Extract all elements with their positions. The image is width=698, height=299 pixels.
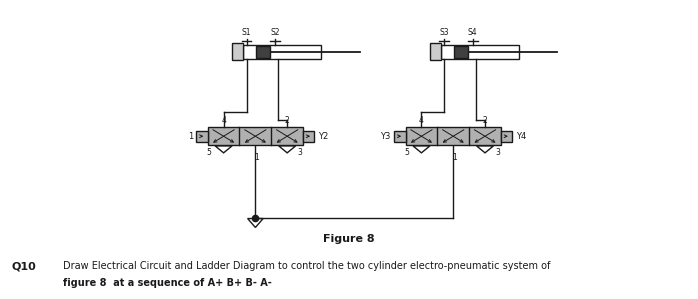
Text: 1: 1 bbox=[254, 153, 259, 162]
Text: 4: 4 bbox=[419, 117, 424, 126]
Text: figure 8  at a sequence of A+ B+ B- A-: figure 8 at a sequence of A+ B+ B- A- bbox=[63, 278, 272, 288]
Text: 1: 1 bbox=[188, 132, 193, 141]
Bar bbox=[196, 131, 208, 142]
Text: Y3: Y3 bbox=[380, 132, 391, 141]
Text: 1: 1 bbox=[452, 153, 457, 162]
Text: 5: 5 bbox=[405, 147, 410, 157]
Text: S3: S3 bbox=[440, 28, 450, 37]
Bar bbox=[243, 45, 321, 59]
Bar bbox=[406, 127, 501, 145]
Text: Q10: Q10 bbox=[11, 261, 36, 271]
Text: 2: 2 bbox=[482, 117, 487, 126]
Text: 2: 2 bbox=[285, 117, 290, 126]
Text: 4: 4 bbox=[221, 117, 226, 126]
Bar bbox=[255, 46, 270, 57]
Text: S1: S1 bbox=[242, 28, 251, 37]
Text: S2: S2 bbox=[270, 28, 280, 37]
Bar bbox=[232, 43, 243, 60]
Text: Y4: Y4 bbox=[516, 132, 526, 141]
Text: 3: 3 bbox=[496, 147, 500, 157]
Text: Draw Electrical Circuit and Ladder Diagram to control the two cylinder electro-p: Draw Electrical Circuit and Ladder Diagr… bbox=[63, 261, 550, 271]
Bar bbox=[303, 131, 314, 142]
Bar bbox=[501, 131, 512, 142]
Bar bbox=[441, 45, 519, 59]
Bar bbox=[430, 43, 441, 60]
Bar bbox=[233, 43, 242, 60]
Bar bbox=[454, 46, 468, 57]
Text: Y2: Y2 bbox=[318, 132, 328, 141]
Bar bbox=[394, 131, 406, 142]
Text: Figure 8: Figure 8 bbox=[323, 234, 375, 244]
Text: 3: 3 bbox=[298, 147, 303, 157]
Bar bbox=[208, 127, 303, 145]
Bar bbox=[431, 43, 440, 60]
Text: 5: 5 bbox=[207, 147, 211, 157]
Text: S4: S4 bbox=[468, 28, 477, 37]
